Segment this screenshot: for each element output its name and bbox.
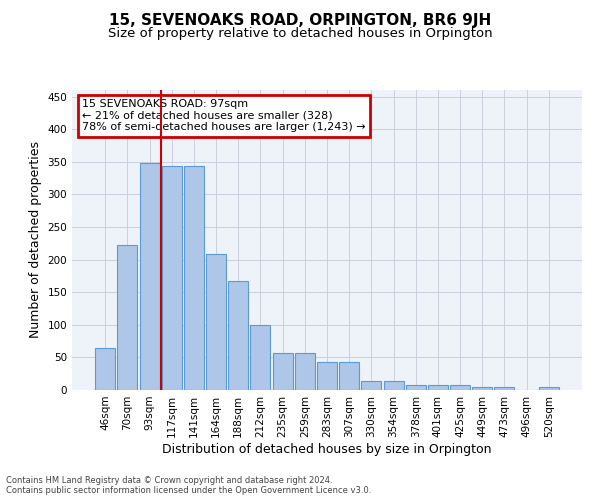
Y-axis label: Number of detached properties: Number of detached properties — [29, 142, 42, 338]
Bar — [95, 348, 115, 390]
Text: 15, SEVENOAKS ROAD, ORPINGTON, BR6 9JH: 15, SEVENOAKS ROAD, ORPINGTON, BR6 9JH — [109, 12, 491, 28]
Bar — [184, 166, 204, 390]
Bar — [206, 254, 226, 390]
Bar — [450, 386, 470, 390]
Bar — [162, 166, 182, 390]
Text: Size of property relative to detached houses in Orpington: Size of property relative to detached ho… — [107, 28, 493, 40]
Bar — [272, 354, 293, 390]
Bar — [406, 385, 426, 390]
Bar — [295, 354, 315, 390]
Bar — [140, 163, 160, 390]
Bar — [494, 386, 514, 390]
Text: Contains HM Land Registry data © Crown copyright and database right 2024.
Contai: Contains HM Land Registry data © Crown c… — [6, 476, 371, 495]
Text: Distribution of detached houses by size in Orpington: Distribution of detached houses by size … — [162, 442, 492, 456]
Text: 15 SEVENOAKS ROAD: 97sqm
← 21% of detached houses are smaller (328)
78% of semi-: 15 SEVENOAKS ROAD: 97sqm ← 21% of detach… — [82, 99, 366, 132]
Bar — [118, 244, 137, 390]
Bar — [250, 325, 271, 390]
Bar — [472, 386, 492, 390]
Bar — [383, 381, 404, 390]
Bar — [539, 388, 559, 390]
Bar — [317, 362, 337, 390]
Bar — [428, 386, 448, 390]
Bar — [361, 381, 382, 390]
Bar — [228, 281, 248, 390]
Bar — [339, 362, 359, 390]
